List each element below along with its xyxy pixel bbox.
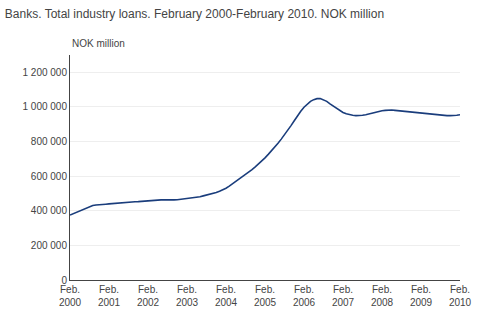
svg-text:Feb.2007: Feb.2007	[332, 284, 355, 308]
svg-text:200 000: 200 000	[31, 240, 68, 251]
svg-text:800 000: 800 000	[31, 136, 68, 147]
svg-text:Feb.2005: Feb.2005	[254, 284, 277, 308]
svg-text:Feb.2002: Feb.2002	[137, 284, 160, 308]
svg-text:Feb.2000: Feb.2000	[59, 284, 82, 308]
svg-text:0: 0	[61, 275, 67, 286]
svg-text:1 000 000: 1 000 000	[23, 101, 68, 112]
svg-text:Feb.2009: Feb.2009	[410, 284, 433, 308]
svg-text:Feb.2001: Feb.2001	[98, 284, 121, 308]
svg-text:NOK million: NOK million	[72, 38, 125, 49]
svg-text:Feb.2008: Feb.2008	[371, 284, 394, 308]
svg-text:Feb.2004: Feb.2004	[215, 284, 238, 308]
svg-text:600 000: 600 000	[31, 171, 68, 182]
svg-text:Feb.2003: Feb.2003	[176, 284, 199, 308]
svg-text:Feb.2006: Feb.2006	[293, 284, 316, 308]
svg-text:Banks. Total industry loans. F: Banks. Total industry loans. February 20…	[5, 7, 384, 21]
svg-text:400 000: 400 000	[31, 205, 68, 216]
svg-text:1 200 000: 1 200 000	[23, 67, 68, 78]
svg-text:Feb.2010: Feb.2010	[449, 284, 472, 308]
